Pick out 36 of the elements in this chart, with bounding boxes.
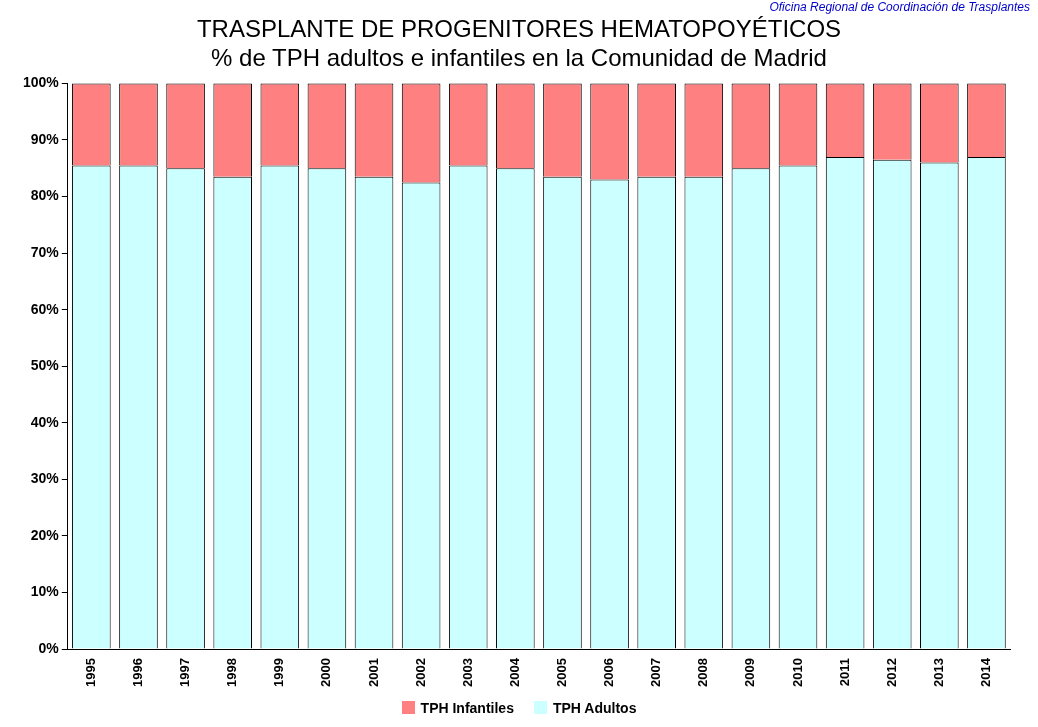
x-tick-label: 2007 [648, 658, 664, 687]
x-tick-label: 2011 [836, 658, 852, 687]
x-tick-label: 2013 [930, 658, 946, 687]
x-tick-label: 2004 [506, 657, 522, 687]
y-tick-label: 90% [30, 130, 60, 147]
x-tick-label: 1997 [177, 658, 193, 687]
x-tick-label: 2003 [459, 658, 475, 687]
x-tick-label: 2006 [601, 658, 617, 687]
y-tick-label: 100% [22, 74, 60, 91]
y-tick-label: 60% [30, 300, 60, 317]
x-tick-label: 2002 [412, 658, 428, 687]
x-tick-label: 1998 [224, 658, 240, 687]
legend-label: TPH Adultos [552, 700, 637, 716]
y-tick-label: 0% [38, 639, 60, 656]
x-tick-label: 2009 [742, 658, 758, 687]
x-tick-label: 1996 [130, 658, 146, 687]
y-tick-label: 20% [30, 526, 60, 543]
x-tick-label: 2000 [318, 658, 334, 687]
x-tick-label: 2001 [365, 658, 381, 687]
chart-title: TRASPLANTE DE PROGENITORES HEMATOPOYÉTICOS [195, 14, 843, 43]
text: Oficina Regional de Coordinación de Trasplantes [769, 0, 1030, 14]
x-tick-label: 1995 [82, 658, 98, 687]
y-tick-label: 80% [30, 187, 60, 204]
y-tick-label: 50% [30, 357, 60, 374]
x-tick-label: 2014 [978, 657, 994, 687]
y-tick-label: 70% [30, 243, 60, 260]
x-tick-label: 1999 [271, 658, 287, 687]
y-tick-label: 10% [30, 583, 60, 600]
x-tick-label: 2012 [883, 658, 899, 687]
x-tick-label: 2010 [789, 658, 805, 687]
chart-subtitle: % de TPH adultos e infantiles en la Comunidad de Madrid [210, 43, 828, 72]
x-tick-label: 2005 [554, 658, 570, 687]
y-tick-label: 30% [30, 470, 60, 487]
legend-label: TPH Infantiles [420, 700, 514, 716]
y-tick-label: 40% [30, 413, 60, 430]
x-tick-label: 2008 [695, 658, 711, 687]
